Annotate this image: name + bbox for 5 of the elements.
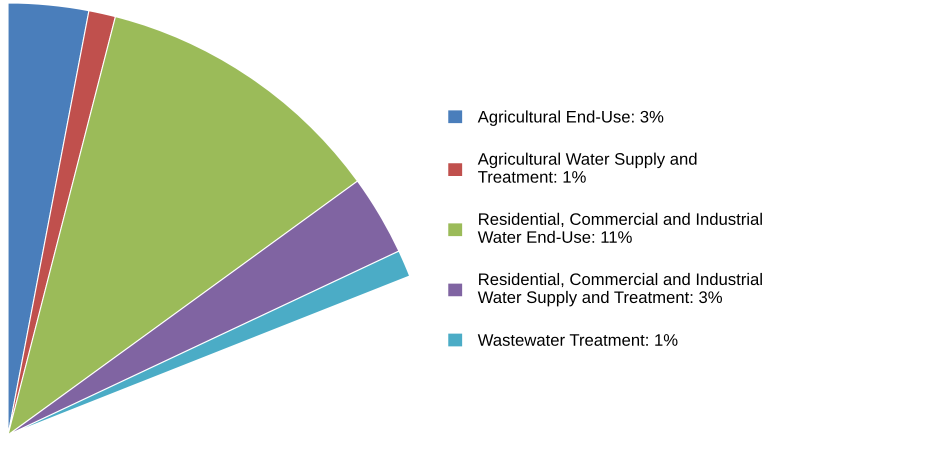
legend-label: Residential, Commercial and Industrial Water Supply and Treatment: 3%: [478, 272, 762, 306]
legend-label: Residential, Commercial and Industrial Water End-Use: 11%: [478, 212, 762, 243]
legend-label: Wastewater Treatment: 1%: [478, 334, 678, 346]
legend-label: Agricultural End-Use: 3%: [478, 110, 664, 126]
legend-label: Agricultural Water Supply and Treatment: 1%: [478, 152, 696, 183]
